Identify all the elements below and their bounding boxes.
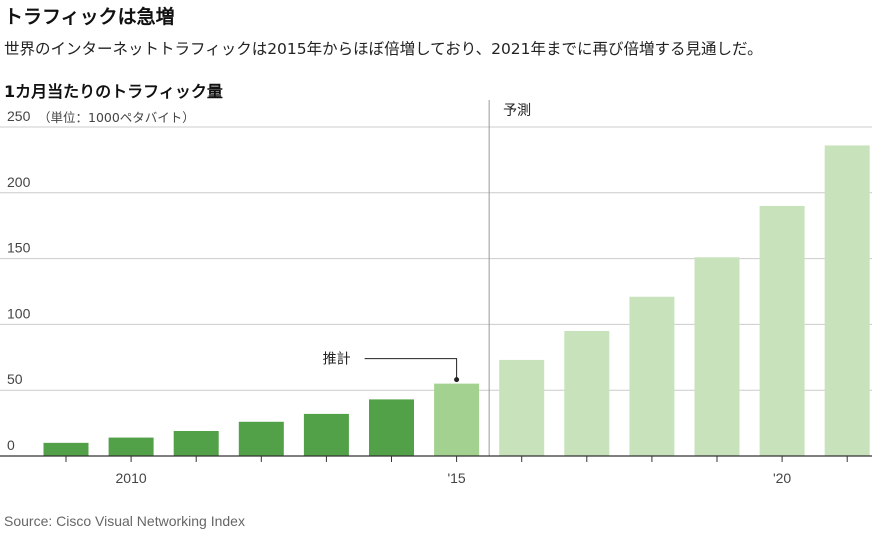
bar-2010 bbox=[108, 437, 154, 456]
bar-2016 bbox=[499, 359, 545, 456]
y-tick-label: 200 bbox=[7, 174, 31, 190]
bar-2017 bbox=[564, 330, 610, 456]
y-axis-labels: 0 50 100 150 200 250 bbox=[7, 108, 31, 453]
y-tick-label: 250 bbox=[7, 108, 31, 124]
unit-label: （単位：1000ペタバイト） bbox=[38, 110, 195, 125]
bar-2018 bbox=[629, 296, 675, 456]
headline: トラフィックは急増 bbox=[4, 6, 175, 28]
y-tick-label: 50 bbox=[7, 371, 23, 387]
estimate-dot bbox=[454, 377, 460, 383]
y-tick-label: 150 bbox=[7, 240, 31, 256]
bar-2019 bbox=[694, 257, 740, 456]
x-axis-labels: 2010 '15 '20 bbox=[116, 470, 792, 486]
bar-2014 bbox=[369, 399, 414, 456]
bars bbox=[43, 145, 870, 456]
estimate-label: 推計 bbox=[323, 352, 351, 368]
x-tick-label: 2010 bbox=[116, 470, 147, 486]
subheadline: 世界のインターネットトラフィックは2015年からほぼ倍増しており、2021年まで… bbox=[4, 40, 763, 58]
bar-2021 bbox=[824, 145, 870, 456]
x-tick-label: '15 bbox=[447, 470, 465, 486]
y-tick-label: 100 bbox=[7, 305, 31, 321]
estimate-leader-line bbox=[364, 358, 458, 380]
bar-2020 bbox=[759, 205, 805, 456]
bar-2013 bbox=[303, 413, 349, 456]
forecast-label: 予測 bbox=[503, 103, 531, 119]
bar-2009 bbox=[43, 442, 89, 456]
x-axis-ticks bbox=[65, 456, 848, 462]
chart-title: 1カ月当たりのトラフィック量 bbox=[4, 82, 223, 101]
source-note: Source: Cisco Visual Networking Index bbox=[4, 513, 245, 529]
bar-2012 bbox=[238, 421, 284, 456]
bar-2015 bbox=[434, 383, 480, 456]
y-tick-label: 0 bbox=[7, 437, 15, 453]
x-tick-label: '20 bbox=[773, 470, 791, 486]
estimate-annotation: 推計 bbox=[323, 352, 460, 383]
gridlines bbox=[0, 126, 872, 391]
bar-2011 bbox=[173, 430, 219, 456]
